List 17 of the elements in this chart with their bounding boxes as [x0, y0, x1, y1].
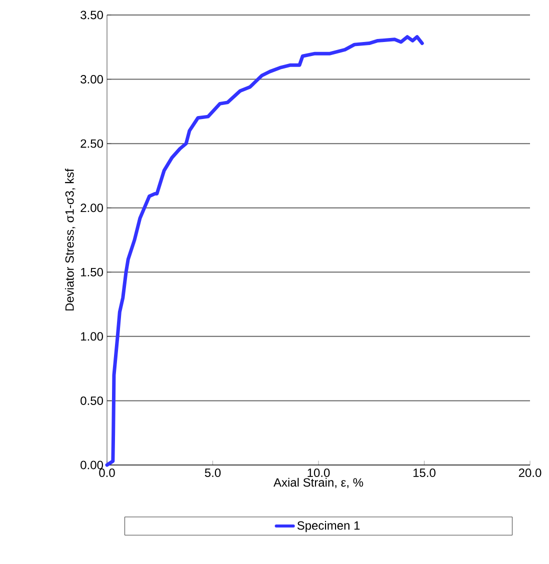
x-tick-label: 10.0 — [308, 468, 330, 478]
y-tick-label: 3.00 — [80, 75, 104, 84]
x-tick-label: 20.0 — [518, 468, 542, 478]
x-axis-title: Axial Strain, ε, % — [273, 478, 364, 488]
y-tick-label: 0.50 — [80, 396, 104, 405]
y-tick-label: 2.00 — [80, 204, 104, 212]
legend-label: Specimen 1 — [297, 520, 360, 532]
y-tick-label: 1.00 — [81, 332, 104, 341]
x-tick-label: 5.0 — [204, 468, 221, 478]
y-tick-label: 3.50 — [80, 10, 104, 20]
y-tick-label: 2.50 — [80, 139, 104, 148]
y-axis-title: Deviator Stress, σ1-σ3, ksf — [65, 168, 76, 310]
x-tick-label: 0.0 — [99, 468, 115, 478]
y-tick-label: 1.50 — [81, 268, 104, 276]
y-tick-label: 0.00 — [80, 460, 104, 470]
x-tick-label: 15.0 — [413, 468, 436, 478]
line-series — [105, 35, 424, 467]
